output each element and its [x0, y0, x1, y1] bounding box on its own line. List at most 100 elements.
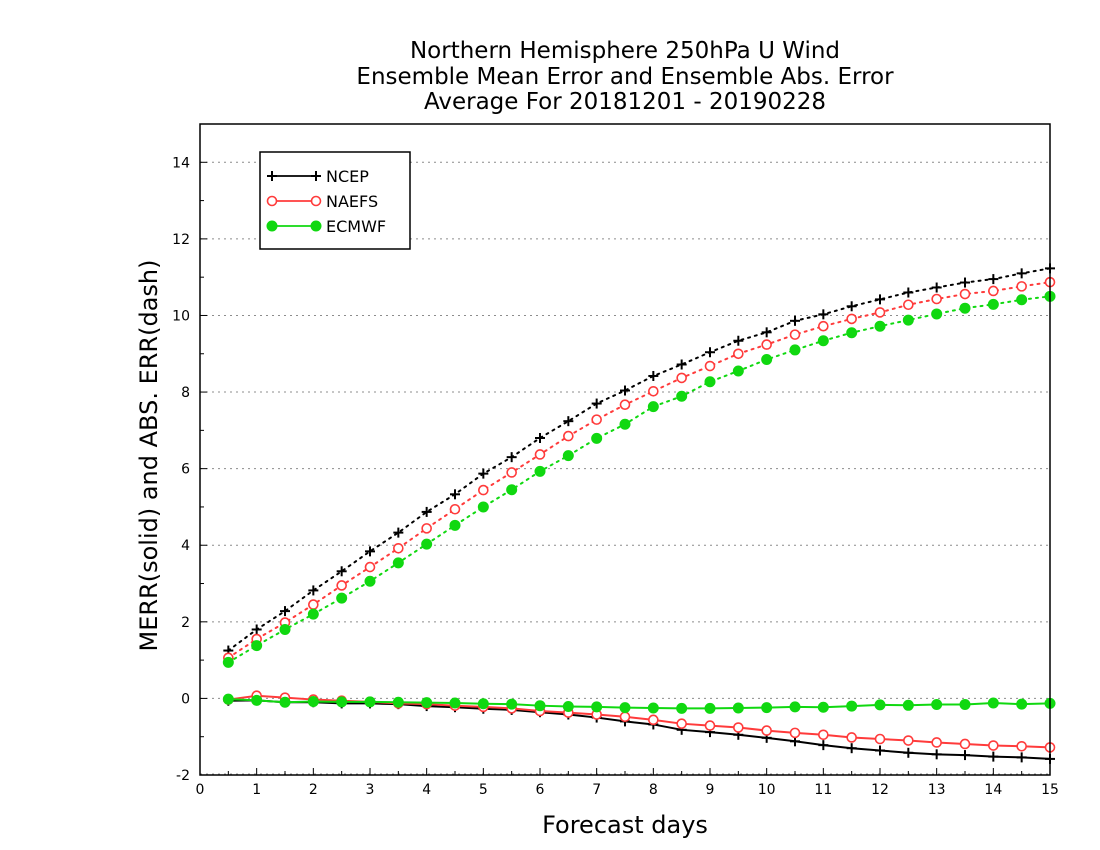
legend-marker-naefs: [310, 195, 322, 207]
x-tick-label: 6: [536, 782, 545, 798]
data-point-naefs-abs-error: [393, 542, 404, 554]
data-point-ncep-abs-error: [931, 282, 942, 293]
series-naefs: [223, 276, 1056, 753]
legend-marker-ecmwf: [266, 220, 278, 232]
legend-marker-ncep: [267, 171, 277, 181]
legend-label-ncep: NCEP: [326, 167, 369, 186]
data-point-naefs-abs-error: [761, 339, 772, 350]
data-point-ecmwf-abs-error: [704, 376, 716, 388]
data-point-naefs-abs-error: [336, 580, 347, 591]
data-point-ncep-abs-error: [280, 606, 290, 617]
data-point-ecmwf-abs-error: [336, 592, 348, 604]
data-point-ecmwf-mean-error: [874, 699, 886, 711]
data-point-ecmwf-mean-error: [364, 696, 376, 708]
data-point-naefs-mean-error: [846, 732, 857, 743]
data-point-ncep-mean-error: [818, 740, 829, 751]
data-point-ncep-abs-error: [506, 452, 517, 463]
legend-marker-ncep: [311, 171, 321, 181]
data-point-naefs-abs-error: [591, 414, 602, 425]
x-tick-label: 15: [1041, 782, 1059, 798]
data-point-ecmwf-mean-error: [336, 696, 348, 708]
data-point-ecmwf-abs-error: [222, 656, 234, 668]
data-point-naefs-abs-error: [959, 288, 971, 300]
data-point-ecmwf-mean-error: [789, 701, 801, 713]
data-point-ncep-abs-error: [960, 277, 970, 288]
data-point-ecmwf-mean-error: [959, 699, 971, 711]
data-point-ecmwf-abs-error: [789, 344, 801, 356]
y-tick-label: 0: [181, 691, 190, 707]
x-tick-label: 0: [196, 782, 205, 798]
data-point-naefs-abs-error: [846, 313, 857, 325]
data-point-ecmwf-abs-error: [1016, 294, 1028, 306]
y-axis-title: MERR(solid) and ABS. ERR(dash): [135, 260, 163, 652]
data-point-naefs-abs-error: [1016, 281, 1027, 292]
data-point-ncep-abs-error: [591, 398, 602, 409]
data-point-ecmwf-abs-error: [477, 501, 489, 513]
data-point-naefs-abs-error: [364, 561, 376, 573]
x-tick-label: 3: [366, 782, 375, 798]
legend: NCEP NAEFS ECMWF: [259, 151, 411, 250]
series-ecmwf: [222, 290, 1056, 714]
data-point-ncep-mean-error: [960, 750, 970, 761]
data-point-ncep-mean-error: [875, 745, 885, 756]
data-point-ncep-abs-error: [648, 370, 659, 381]
data-point-naefs-abs-error: [704, 360, 716, 372]
data-point-naefs-abs-error: [903, 299, 914, 311]
legend-marker-naefs: [266, 195, 278, 207]
data-point-ecmwf-mean-error: [279, 696, 291, 708]
data-point-ecmwf-abs-error: [732, 365, 744, 377]
data-point-naefs-mean-error: [903, 735, 914, 746]
data-point-naefs-abs-error: [534, 449, 546, 460]
data-point-ecmwf-mean-error: [251, 694, 263, 706]
data-point-ncep-abs-error: [875, 294, 885, 305]
data-point-ncep-abs-error: [450, 489, 460, 500]
data-point-naefs-mean-error: [959, 738, 971, 750]
data-point-ecmwf-mean-error: [392, 696, 404, 708]
x-tick-label: 5: [479, 782, 488, 798]
data-point-ecmwf-abs-error: [817, 335, 829, 347]
y-tick-label: 14: [172, 155, 190, 171]
data-point-ecmwf-mean-error: [1016, 698, 1028, 710]
data-point-ncep-mean-error: [846, 743, 857, 754]
data-point-naefs-abs-error: [874, 307, 886, 318]
data-point-ecmwf-mean-error: [902, 699, 914, 711]
x-tick-label: 9: [706, 782, 715, 798]
data-point-naefs-mean-error: [988, 740, 999, 751]
data-point-ecmwf-mean-error: [846, 700, 858, 712]
legend-label-naefs: NAEFS: [326, 192, 378, 211]
data-point-ncep-abs-error: [705, 347, 715, 358]
data-point-naefs-mean-error: [704, 720, 716, 731]
data-point-naefs-mean-error: [733, 722, 744, 733]
data-point-naefs-abs-error: [789, 329, 801, 340]
data-point-naefs-abs-error: [619, 399, 631, 410]
data-point-naefs-mean-error: [931, 737, 942, 748]
chart-title-line: Ensemble Mean Error and Ensemble Abs. Er…: [356, 64, 894, 90]
data-point-ecmwf-mean-error: [732, 702, 744, 714]
x-tick-label: 8: [649, 782, 658, 798]
data-point-naefs-abs-error: [818, 320, 829, 332]
data-point-ecmwf-mean-error: [619, 702, 631, 714]
data-point-ecmwf-mean-error: [817, 701, 829, 713]
data-point-ecmwf-mean-error: [704, 702, 716, 714]
data-point-ncep-abs-error: [620, 385, 630, 396]
y-tick-label: -2: [176, 768, 190, 784]
data-point-ecmwf-abs-error: [676, 390, 688, 402]
data-point-naefs-mean-error: [818, 729, 829, 741]
data-point-naefs-mean-error: [789, 727, 801, 739]
data-point-ecmwf-mean-error: [987, 697, 999, 709]
series-line-naefs-abs-error: [227, 281, 1051, 659]
data-point-ncep-abs-error: [846, 301, 857, 312]
x-tick-label: 4: [422, 782, 431, 798]
data-point-ecmwf-abs-error: [307, 608, 319, 620]
data-point-ecmwf-abs-error: [761, 354, 773, 366]
data-point-ncep-mean-error: [931, 749, 942, 760]
data-point-ecmwf-abs-error: [392, 557, 404, 569]
data-point-ecmwf-abs-error: [931, 308, 943, 320]
y-tick-label: 10: [172, 308, 190, 324]
y-tick-label: 8: [181, 385, 190, 401]
data-point-ecmwf-abs-error: [279, 623, 291, 635]
data-point-ncep-abs-error: [1016, 268, 1027, 279]
data-point-ecmwf-mean-error: [307, 695, 319, 707]
